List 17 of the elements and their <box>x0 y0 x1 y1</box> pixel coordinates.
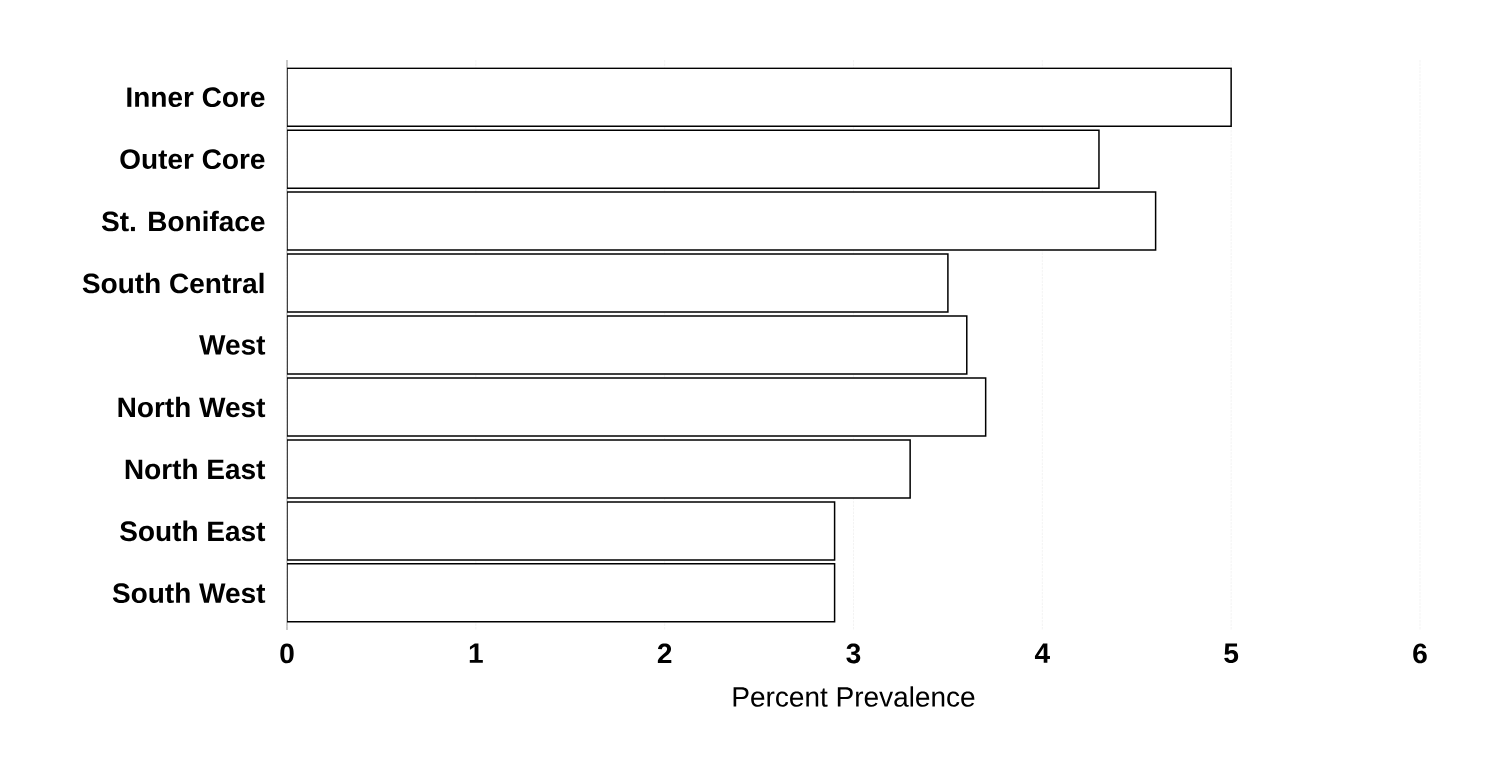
x-tick-label: 3 <box>846 643 861 664</box>
x-axis-title: Percent Prevalence <box>733 686 975 707</box>
y-tick-label: North West <box>118 396 266 418</box>
x-tick-label: 5 <box>1224 643 1239 664</box>
y-tick-label: West <box>199 335 266 355</box>
y-tick-label: Inner Core <box>127 87 265 108</box>
y-tick-label: South East <box>120 520 266 542</box>
y-tick-label: St. Boniface <box>101 210 265 232</box>
y-tick-label: Outer Core <box>120 149 265 170</box>
x-tick-label: 6 <box>1413 643 1427 664</box>
y-tick-label: South West <box>112 582 266 604</box>
y-tick-label: North East <box>125 458 266 480</box>
x-tick-label: 4 <box>1034 643 1050 663</box>
x-tick-label: 1 <box>469 643 483 663</box>
x-tick-label: 0 <box>280 643 294 664</box>
x-tick-label: 2 <box>657 643 672 664</box>
y-tick-label: South Central <box>82 272 264 294</box>
